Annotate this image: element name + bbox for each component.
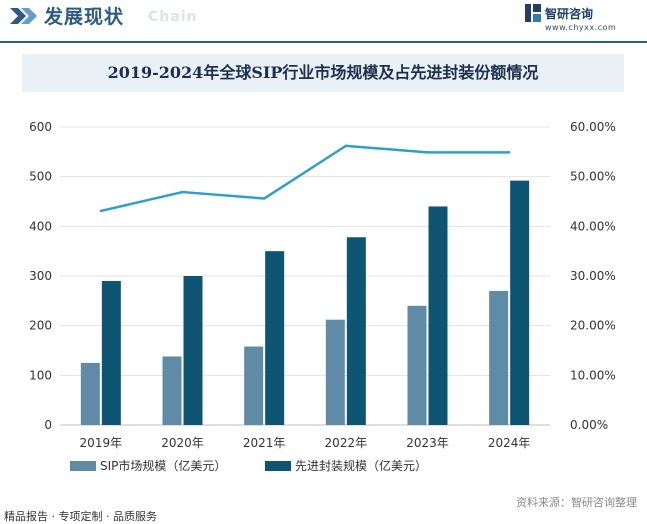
y-left-tick-label: 300 — [29, 269, 52, 283]
footer-source: 资料来源：智研咨询整理 — [516, 496, 637, 509]
y-right-tick-label: 0.00% — [570, 418, 608, 432]
share-line-point — [507, 151, 511, 154]
bar-sip — [407, 305, 427, 425]
brand-name: 智研咨询 — [545, 7, 594, 21]
footer-tagline: 精品报告 · 专项定制 · 品质服务 — [4, 510, 157, 523]
y-left-tick-label: 600 — [29, 120, 52, 134]
bar-sip — [244, 346, 264, 425]
legend-label-sip: SIP市场规模（亿美元） — [100, 458, 226, 473]
y-right-tick-label: 60.00% — [570, 120, 616, 134]
share-line-point — [262, 197, 266, 200]
share-line — [100, 144, 510, 213]
share-line-point — [99, 209, 103, 213]
brand-icon — [525, 4, 541, 22]
chart-title: 2019-2024年全球SIP行业市场规模及占先进封装份额情况 — [107, 63, 539, 82]
brand-url: www.chyxx.com — [545, 23, 617, 32]
section-title: 发展现状 — [44, 6, 125, 28]
bar-advanced-packaging — [101, 280, 121, 425]
y-left-tick-label: 400 — [29, 219, 52, 233]
y-left-tick-label: 0 — [44, 418, 52, 432]
section-subtitle: Chain — [148, 9, 198, 25]
x-tick-label: 2022年 — [325, 436, 368, 450]
x-tick-label: 2021年 — [243, 436, 286, 450]
bar-advanced-packaging — [510, 180, 530, 425]
bar-advanced-packaging — [346, 237, 366, 425]
bar-advanced-packaging — [183, 276, 203, 425]
bar-advanced-packaging — [428, 206, 448, 425]
bar-sip — [325, 319, 345, 425]
y-right-tick-label: 20.00% — [570, 319, 616, 333]
bar-advanced-packaging — [265, 251, 285, 425]
legend-label-advanced-packaging: 先进封装规模（亿美元） — [295, 458, 427, 473]
x-tick-label: 2023年 — [406, 436, 449, 450]
y-left-tick-label: 200 — [29, 319, 52, 333]
y-left-tick-label: 500 — [29, 170, 52, 184]
double-chevron-icon — [10, 8, 37, 24]
share-line-point — [344, 144, 348, 148]
bar-sip — [80, 362, 100, 425]
header-divider — [0, 41, 647, 43]
chart-title-band: 2019-2024年全球SIP行业市场规模及占先进封装份额情况 — [22, 54, 624, 92]
x-tick-label: 2019年 — [80, 436, 123, 450]
share-line-point — [426, 151, 429, 154]
brand-logo: 智研咨询 www.chyxx.com — [525, 4, 625, 34]
bar-sip — [489, 290, 509, 425]
y-right-tick-label: 30.00% — [570, 269, 616, 283]
y-right-tick-label: 40.00% — [570, 219, 616, 233]
y-right-tick-label: 10.00% — [570, 368, 616, 382]
legend-swatch-sip — [70, 461, 96, 471]
page-header: 发展现状 Chain 智研咨询 www.chyxx.com — [0, 0, 647, 32]
y-left-tick-label: 100 — [29, 368, 52, 382]
x-tick-label: 2020年 — [161, 436, 204, 450]
share-line-point — [181, 190, 184, 194]
y-right-tick-label: 50.00% — [570, 170, 616, 184]
x-tick-label: 2024年 — [488, 436, 531, 450]
legend-swatch-advanced-packaging — [265, 461, 291, 471]
bar-sip — [162, 356, 182, 425]
